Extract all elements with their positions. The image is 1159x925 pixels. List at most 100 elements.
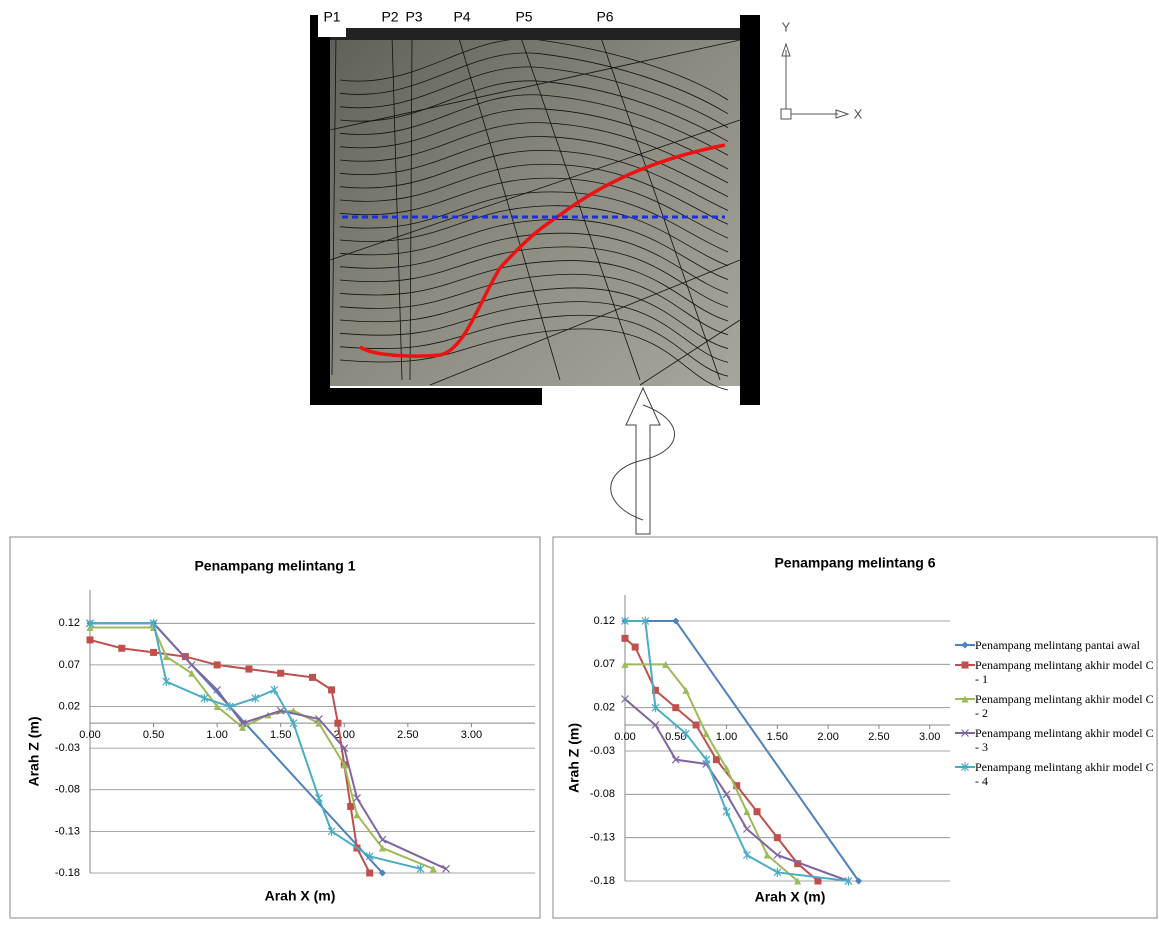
- contour: [339, 287, 729, 349]
- contours: [329, 34, 741, 391]
- chart-title: Penampang melintang 6: [774, 555, 935, 571]
- profile-labels: P1 P2 P3 P4 P5 P6: [323, 9, 613, 25]
- marker: [239, 723, 247, 731]
- y-tick-label: -0.08: [590, 788, 615, 800]
- y-tick-label: -0.13: [590, 832, 615, 844]
- marker: [213, 685, 222, 694]
- marker: [961, 661, 969, 669]
- marker: [753, 808, 761, 816]
- marker: [651, 686, 659, 694]
- x-tick-label: 1.00: [716, 731, 737, 743]
- marker: [340, 761, 348, 769]
- profile-line: [329, 39, 741, 131]
- contour: [339, 246, 729, 308]
- legend-label: Penampang melintang akhir model C - 4: [975, 760, 1154, 788]
- profile-label: P5: [515, 9, 532, 25]
- marker: [641, 616, 650, 626]
- marker: [315, 719, 323, 727]
- profile-line: [457, 34, 561, 381]
- marker: [961, 695, 969, 703]
- label-box: [318, 15, 346, 37]
- marker: [213, 661, 221, 669]
- marker: [378, 844, 386, 852]
- marker: [723, 764, 731, 772]
- contour: [339, 52, 729, 115]
- profile-line: [409, 34, 413, 381]
- legend-swatch: [955, 641, 975, 649]
- legend-label: Penampang melintang akhir model C - 1: [975, 658, 1154, 686]
- marker: [682, 686, 690, 694]
- marker: [213, 703, 221, 711]
- chart: Penampang melintang 1 Arah Z (m) Arah X (m…: [26, 558, 535, 904]
- profile-line: [639, 319, 741, 386]
- x-tick-label: 3.00: [461, 729, 482, 741]
- wall: [330, 388, 542, 405]
- marker: [692, 721, 700, 729]
- x-axis-label: Arah X (m): [265, 888, 336, 904]
- marker: [162, 653, 170, 661]
- axis-icon: [780, 42, 850, 120]
- marker: [314, 715, 323, 723]
- x-tick-label: 0.00: [79, 729, 100, 741]
- x-tick-label: 2.50: [397, 729, 418, 741]
- profile-line: [329, 119, 741, 261]
- marker: [702, 730, 710, 738]
- marker: [314, 793, 323, 803]
- marker: [651, 721, 660, 729]
- x-axis-label: Arah X (m): [755, 889, 826, 905]
- legend-label: Penampang melintang pantai awal: [975, 638, 1140, 652]
- profile-label: P3: [405, 9, 422, 25]
- shoreline: [359, 143, 726, 358]
- contour: [339, 191, 729, 253]
- marker: [334, 719, 342, 727]
- marker: [773, 851, 782, 859]
- wall: [310, 15, 330, 405]
- marker: [378, 835, 387, 844]
- y-axis-label: Arah Z (m): [566, 723, 582, 793]
- x-tick-label: 3.00: [919, 731, 940, 743]
- chart: Penampang melintang 6 Arah Z (m) Arah X (m…: [566, 555, 950, 905]
- marker: [340, 744, 349, 753]
- marker: [742, 825, 751, 833]
- y-tick-label: 0.12: [59, 617, 80, 629]
- wall: [740, 15, 760, 405]
- marker: [672, 617, 680, 625]
- marker: [366, 869, 374, 877]
- contour: [339, 301, 729, 363]
- marker: [961, 641, 969, 649]
- axis-x-label: X: [854, 106, 863, 121]
- marker: [162, 677, 171, 687]
- series-line: [90, 622, 421, 870]
- legend-label: Penampang melintang akhir model C - 3: [975, 726, 1154, 754]
- legend: Penampang melintang pantai awal Penampang…: [955, 638, 1159, 794]
- profile-line: [519, 34, 641, 381]
- wave-arrow: [610, 386, 675, 535]
- marker: [621, 634, 629, 642]
- profile-line: [391, 34, 403, 381]
- x-tick-label: 1.00: [206, 729, 227, 741]
- y-tick-label: -0.18: [590, 875, 615, 887]
- legend-item: Penampang melintang akhir model C - 4: [955, 760, 1159, 788]
- x-tick-label: 1.50: [767, 731, 788, 743]
- marker: [733, 782, 741, 790]
- series-line: [624, 698, 849, 882]
- marker: [251, 693, 260, 703]
- y-tick-label: -0.08: [55, 784, 80, 796]
- y-tick-label: -0.03: [55, 742, 80, 754]
- marker: [672, 704, 680, 712]
- x-tick-label: 1.50: [270, 729, 291, 741]
- x-tick-label: 2.50: [868, 731, 889, 743]
- contour: [339, 163, 729, 225]
- marker: [416, 864, 425, 874]
- legend-item: Penampang melintang akhir model C - 2: [955, 692, 1159, 720]
- y-tick-label: 0.07: [59, 659, 80, 671]
- marker: [662, 660, 670, 668]
- series-line: [625, 663, 799, 882]
- y-tick-label: 0.02: [59, 700, 80, 712]
- contour: [339, 232, 729, 294]
- marker: [86, 636, 94, 644]
- marker: [150, 648, 158, 656]
- x-tick-label: 0.50: [143, 729, 164, 741]
- marker: [245, 665, 253, 673]
